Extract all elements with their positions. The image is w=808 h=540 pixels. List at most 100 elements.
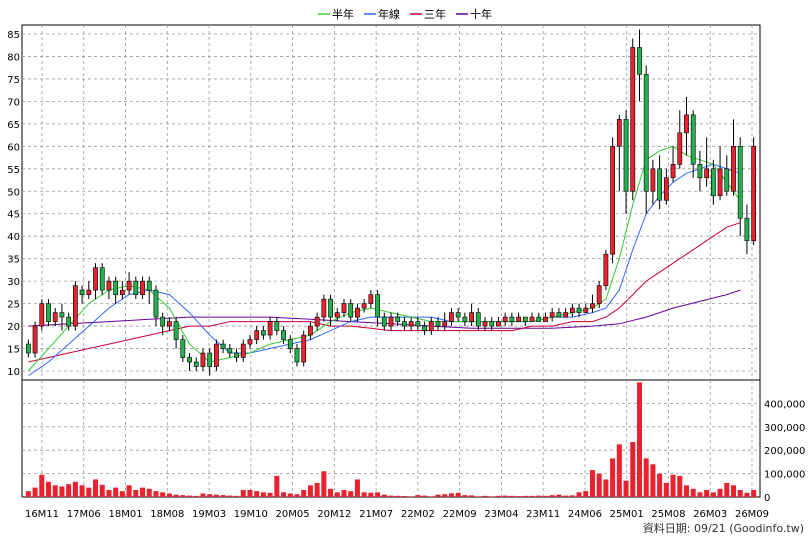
candle-body-75 [529,316,535,322]
candle-body-34 [254,330,260,340]
volume-bar-71 [502,495,508,497]
volume-bar-79 [556,494,562,497]
volume-bar-54 [388,495,394,497]
candle-body-55 [395,316,401,322]
volume-bar-46 [334,492,340,497]
candle-body-102 [710,168,716,197]
volume-bar-72 [509,495,515,497]
candle-body-40 [294,348,300,363]
candle-body-31 [234,352,239,358]
volume-tick-label-3: 300,000 [764,423,805,434]
x-tick-label-16: 26M03 [693,509,727,520]
price-tick-label-12: 70 [7,97,20,108]
volume-bar-83 [583,491,589,497]
candle-body-72 [509,316,515,322]
candle-body-62 [442,321,448,327]
volume-bar-3 [45,481,52,497]
candle-body-39 [287,339,293,349]
volume-bar-101 [704,489,710,497]
candle-body-41 [301,334,307,363]
volume-bar-100 [697,492,703,497]
volume-bar-58 [415,495,421,497]
candle-body-0 [25,343,31,354]
volume-bar-74 [522,495,528,497]
candle-body-10 [93,267,98,291]
candle-body-3 [46,303,51,322]
candle-body-91 [637,47,642,75]
candle-body-25 [193,361,199,367]
volume-bar-33 [247,489,253,497]
candle-body-77 [543,316,548,322]
volume-bar-98 [683,485,690,497]
volume-bar-86 [603,479,609,497]
volume-bar-27 [207,494,213,497]
candle-body-73 [516,316,521,322]
volume-bar-39 [287,493,293,497]
candle-body-21 [167,321,172,327]
volume-bar-68 [482,495,488,497]
candle-body-16 [133,280,139,295]
candle-body-4 [52,312,58,322]
volume-tick-label-2: 200,000 [764,446,805,457]
volume-bar-108 [751,489,757,497]
volume-bar-59 [422,495,428,497]
candle-body-50 [361,303,367,309]
volume-bar-32 [240,489,246,497]
volume-bar-69 [489,496,495,497]
candle-body-97 [677,132,683,165]
volume-bar-97 [677,475,683,497]
candle-body-20 [160,316,166,327]
volume-bar-44 [321,471,327,497]
volume-bar-95 [663,482,669,497]
volume-bar-80 [563,495,569,497]
price-tick-label-11: 65 [7,120,20,131]
volume-bar-25 [193,495,199,497]
price-axis: 10 15 20 25 30 35 40 45 50 55 60 65 70 75 80 85 [7,30,20,378]
volume-bar-18 [146,488,152,497]
price-tick-label-9: 55 [7,165,20,176]
candle-body-76 [536,316,542,322]
candle-body-28 [214,343,219,367]
candle-body-23 [180,339,186,358]
volume-bar-40 [294,494,300,497]
price-tick-label-1: 15 [7,345,20,356]
candle-body-79 [556,312,562,318]
x-tick-label-8: 21M07 [359,509,393,520]
x-tick-label-9: 22M02 [401,509,435,520]
volume-bar-11 [99,484,105,497]
volume-bar-2 [39,474,45,497]
candle-body-52 [375,294,380,318]
volume-bar-84 [589,470,595,497]
candle-body-36 [267,321,273,336]
volume-bar-93 [650,464,656,497]
x-tick-label-4: 19M03 [192,509,226,520]
volume-bar-43 [314,482,320,497]
volume-bar-102 [710,492,716,497]
volume-bar-63 [448,493,454,497]
candle-body-48 [348,303,354,318]
price-tick-label-4: 30 [7,277,20,288]
price-tick-label-14: 80 [7,52,20,63]
x-tick-label-5: 19M10 [234,509,268,520]
legend-label-2: 三年 [424,7,446,21]
volume-plot-area [21,379,761,498]
x-tick-label-13: 24M06 [568,509,602,520]
price-tick-label-8: 50 [7,187,20,198]
x-tick-label-12: 23M11 [526,509,560,520]
volume-bar-64 [455,492,461,497]
candle-body-86 [603,253,609,286]
candle-body-67 [475,312,481,327]
volume-bar-26 [200,493,206,497]
candle-body-104 [724,168,730,192]
candle-body-57 [408,321,414,327]
volume-bar-28 [213,494,219,497]
volume-bar-107 [744,492,750,497]
candle-body-46 [334,312,340,318]
candle-body-98 [684,114,689,134]
price-tick-label-7: 45 [7,210,20,221]
volume-tick-label-4: 400,000 [764,399,805,410]
volume-bar-38 [281,492,287,497]
volume-bar-45 [328,488,334,497]
candle-body-64 [455,312,461,318]
x-tick-label-17: 26M09 [735,509,769,520]
